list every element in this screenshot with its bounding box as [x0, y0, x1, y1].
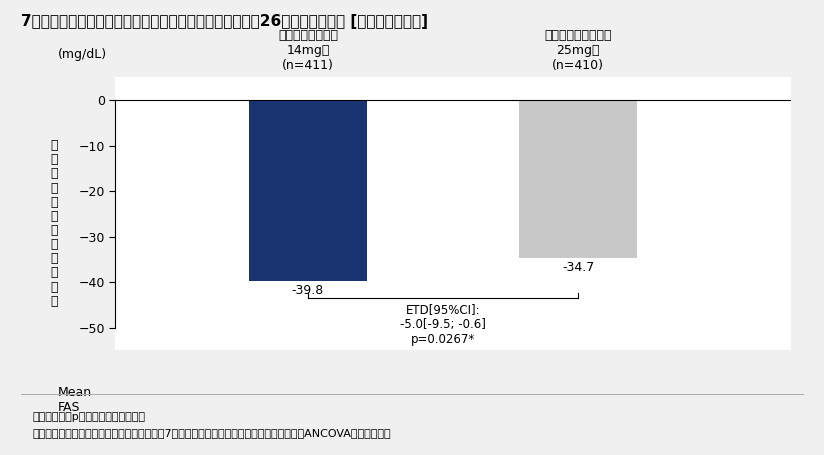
Text: の: の	[51, 252, 59, 265]
Text: ベ: ベ	[51, 139, 59, 152]
Bar	[519, 100, 637, 258]
Text: ラ: ラ	[51, 182, 59, 195]
Text: 7点血糖値プロファイルの平均のベースラインから投与後26週までの変化量 [副次的評価項目]: 7点血糖値プロファイルの平均のベースラインから投与後26週までの変化量 [副次的…	[21, 14, 428, 29]
Text: 量: 量	[51, 295, 59, 308]
Text: ETD[95%CI]:
-5.0[-9.5; -0.6]
p=0.0267*: ETD[95%CI]: -5.0[-9.5; -0.6] p=0.0267*	[400, 303, 486, 346]
Text: 投与群及び地域を固定効果、ベースラインの7点血糖値プロファイルの平均を共変量としたANCOVAモデルで解析: 投与群及び地域を固定効果、ベースラインの7点血糖値プロファイルの平均を共変量とし…	[33, 428, 391, 438]
Text: Mean
FAS: Mean FAS	[58, 386, 92, 414]
Text: 経口セマグルチド
14mg群
(n=411): 経口セマグルチド 14mg群 (n=411)	[278, 29, 338, 72]
Text: エンパグリフロジン
25mg群
(n=410): エンパグリフロジン 25mg群 (n=410)	[545, 29, 612, 72]
Text: ス: ス	[51, 167, 59, 180]
Text: イ: イ	[51, 196, 59, 209]
Text: 変: 変	[51, 267, 59, 279]
Text: ー: ー	[51, 153, 59, 166]
Bar	[249, 100, 367, 281]
Text: 化: 化	[51, 281, 59, 293]
Text: か: か	[51, 224, 59, 237]
Text: ら: ら	[51, 238, 59, 251]
Text: ＊：名目上のp値、多重性の調整なし: ＊：名目上のp値、多重性の調整なし	[33, 412, 146, 422]
Text: -34.7: -34.7	[562, 261, 594, 274]
Text: ン: ン	[51, 210, 59, 223]
Text: -39.8: -39.8	[292, 284, 324, 297]
Text: (mg/dL): (mg/dL)	[58, 48, 107, 61]
